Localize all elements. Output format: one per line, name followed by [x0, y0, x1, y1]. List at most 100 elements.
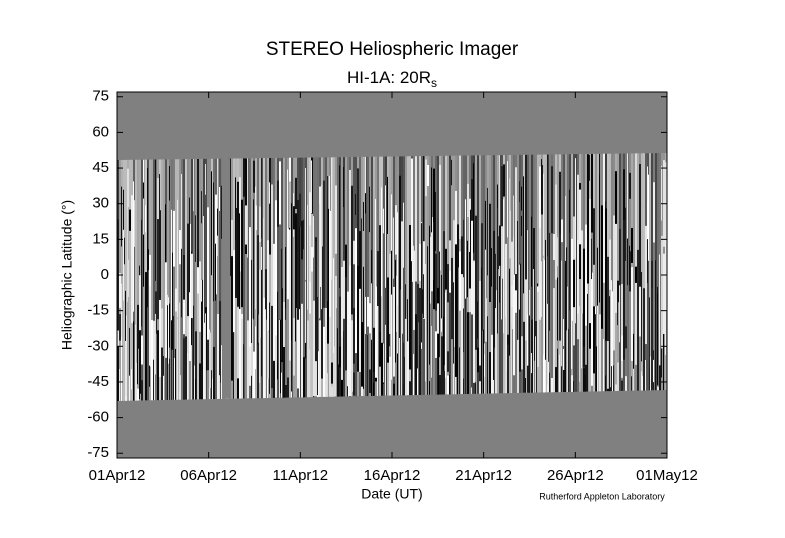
image-streak: [159, 291, 161, 377]
image-streak: [579, 189, 581, 245]
image-streak: [323, 326, 325, 392]
image-streak: [569, 232, 570, 301]
image-streak: [121, 283, 122, 401]
image-streak: [355, 194, 356, 215]
image-streak: [631, 376, 632, 401]
image-streak: [651, 287, 653, 390]
image-streak: [623, 169, 625, 261]
image-streak: [637, 336, 639, 401]
image-stripe: [633, 153, 635, 401]
image-streak: [397, 212, 398, 306]
image-streak: [287, 169, 288, 263]
y-tick-label: 75: [92, 88, 109, 105]
image-streak: [195, 378, 196, 401]
image-streak: [495, 290, 497, 341]
image-streak: [653, 359, 654, 383]
image-streak: [245, 205, 247, 245]
image-streak: [217, 313, 219, 401]
image-streak: [455, 374, 456, 401]
image-streak: [455, 244, 457, 377]
image-streak: [641, 271, 642, 362]
image-streak: [361, 386, 363, 401]
image-streak: [247, 153, 248, 258]
image-streak: [335, 185, 337, 254]
image-streak: [479, 280, 481, 401]
image-streak: [173, 315, 174, 401]
image-streak: [307, 204, 308, 310]
image-streak: [429, 225, 430, 365]
image-streak: [481, 267, 482, 401]
image-streak: [165, 262, 167, 358]
image-streak: [583, 368, 585, 401]
image-streak: [171, 341, 172, 401]
image-streak: [449, 268, 451, 293]
image-streak: [635, 153, 637, 267]
image-streak: [545, 359, 546, 401]
image-streak: [487, 378, 488, 401]
image-streak: [351, 370, 352, 401]
image-stripe: [521, 153, 523, 401]
image-stripe: [301, 153, 303, 401]
image-streak: [261, 153, 262, 239]
image-streak: [395, 205, 397, 255]
x-tick-label: 01Apr12: [89, 467, 146, 484]
image-streak: [183, 338, 185, 401]
image-streak: [549, 232, 550, 331]
image-streak: [609, 296, 610, 393]
image-stripe: [125, 153, 127, 401]
image-streak: [645, 360, 646, 401]
image-streak: [209, 332, 211, 388]
image-streak: [427, 333, 428, 401]
image-streak: [427, 164, 429, 187]
image-streak: [447, 264, 449, 303]
image-stripe: [557, 153, 559, 401]
image-streak: [333, 258, 334, 371]
image-streak: [359, 231, 361, 292]
image-streak: [505, 317, 506, 393]
image-streak: [255, 326, 256, 370]
image-streak: [375, 198, 376, 303]
image-streak: [619, 238, 620, 284]
image-streak: [651, 379, 652, 401]
image-streak: [495, 253, 496, 309]
image-streak: [587, 293, 588, 401]
image-streak: [541, 159, 542, 197]
image-streak: [625, 207, 626, 261]
image-streak: [323, 180, 325, 308]
image-streak: [145, 205, 146, 233]
image-streak: [489, 352, 491, 401]
image-streak: [127, 176, 128, 302]
image-stripe: [529, 153, 531, 401]
image-streak: [613, 365, 614, 401]
image-streak: [265, 269, 267, 320]
image-streak: [563, 318, 564, 347]
image-streak: [219, 300, 221, 383]
image-streak: [285, 384, 287, 401]
y-tick-label: 60: [92, 123, 109, 140]
image-streak: [485, 249, 486, 310]
image-streak: [327, 373, 328, 401]
image-streak: [379, 316, 380, 357]
image-streak: [335, 275, 337, 309]
image-streak: [385, 324, 386, 401]
image-streak: [655, 289, 656, 391]
image-streak: [629, 245, 630, 285]
image-streak: [253, 351, 255, 401]
image-streak: [533, 269, 534, 400]
image-streak: [387, 176, 388, 234]
image-streak: [265, 309, 266, 401]
image-streak: [309, 225, 311, 282]
image-streak: [143, 198, 144, 235]
image-streak: [403, 342, 404, 384]
image-streak: [305, 168, 306, 281]
image-streak: [485, 298, 487, 342]
image-streak: [183, 254, 185, 300]
image-streak: [273, 360, 275, 401]
image-streak: [337, 364, 339, 401]
image-streak: [611, 291, 613, 401]
image-streak: [473, 163, 474, 253]
image-streak: [493, 373, 494, 401]
image-streak: [217, 157, 218, 257]
image-streak: [259, 312, 260, 384]
image-stripe: [537, 153, 539, 401]
